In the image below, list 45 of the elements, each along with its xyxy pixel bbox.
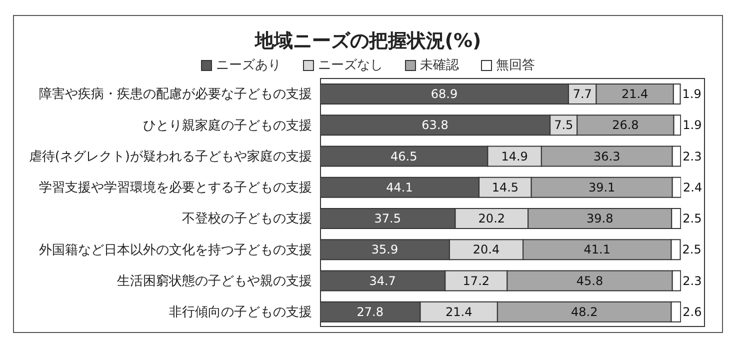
data-label: 14.9 — [501, 149, 528, 164]
data-label: 2.3 — [682, 274, 702, 288]
chart-title: 地域ニーズの把握状況(%) — [254, 29, 482, 54]
data-label: 2.4 — [683, 180, 702, 194]
legend-label: 未確認 — [420, 57, 459, 74]
data-label: 2.5 — [682, 242, 702, 257]
data-label: 48.2 — [570, 304, 598, 319]
legend-label: ニーズなし — [318, 57, 383, 74]
data-label: 2.3 — [682, 149, 702, 164]
data-label: 41.1 — [584, 242, 611, 257]
data-label: 21.4 — [445, 304, 472, 319]
data-label: 36.3 — [594, 149, 620, 164]
data-label: 45.8 — [576, 274, 604, 288]
data-label: 20.4 — [472, 242, 500, 257]
data-label: 1.9 — [682, 118, 702, 132]
legend-label: ニーズあり — [216, 57, 281, 74]
y-tick-label: 障害や疾病・疾患の配慮が必要な子どもの支援 — [39, 86, 312, 102]
y-tick-label: 生活困窮状態の子どもや親の支援 — [117, 272, 312, 289]
data-label: 17.2 — [462, 274, 490, 288]
data-label: 39.1 — [588, 180, 616, 194]
y-tick-label: 虐待(ネグレクト)が疑われる子どもや家庭の支援 — [28, 148, 312, 164]
y-tick-label: 不登校の子どもの支援 — [182, 212, 312, 227]
data-label: 46.5 — [390, 149, 418, 164]
data-label: 7.7 — [572, 87, 592, 101]
data-label: 1.9 — [682, 87, 702, 101]
y-tick-label: 外国籍など日本以外の文化を持つ子どもの支援 — [39, 242, 312, 258]
legend-label: 無回答 — [496, 57, 535, 74]
data-label: 39.8 — [586, 212, 614, 226]
data-label: 26.8 — [612, 118, 639, 132]
data-label: 2.5 — [682, 212, 702, 226]
data-label: 20.2 — [478, 212, 506, 226]
data-label: 2.6 — [682, 304, 702, 319]
data-label: 14.5 — [492, 180, 519, 194]
data-label: 21.4 — [621, 87, 648, 101]
y-tick-label: ひとり親家庭の子どもの支援 — [143, 117, 312, 134]
data-label: 68.9 — [430, 87, 458, 101]
y-tick-label: 学習支援や学習環境を必要とする子どもの支援 — [39, 180, 312, 196]
data-label: 63.8 — [422, 118, 448, 132]
data-label: 44.1 — [386, 180, 413, 194]
y-tick-label: 非行傾向の子どもの支援 — [169, 305, 312, 320]
data-label: 37.5 — [374, 212, 401, 226]
data-label: 7.5 — [554, 118, 574, 132]
data-label: 35.9 — [371, 242, 398, 257]
data-label: 27.8 — [356, 304, 384, 319]
data-label: 34.7 — [369, 274, 396, 288]
